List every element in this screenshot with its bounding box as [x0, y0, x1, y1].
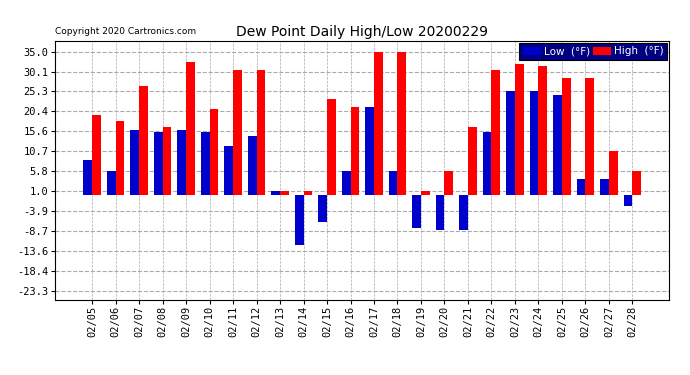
- Bar: [107, 171, 115, 195]
- Bar: [538, 66, 547, 195]
- Bar: [257, 70, 266, 195]
- Bar: [295, 195, 304, 244]
- Bar: [586, 78, 594, 195]
- Bar: [624, 195, 633, 206]
- Bar: [280, 191, 289, 195]
- Bar: [139, 86, 148, 195]
- Bar: [397, 51, 406, 195]
- Bar: [506, 92, 515, 195]
- Bar: [600, 179, 609, 195]
- Bar: [233, 70, 242, 195]
- Bar: [224, 146, 233, 195]
- Bar: [248, 136, 257, 195]
- Bar: [365, 107, 374, 195]
- Bar: [633, 171, 642, 195]
- Bar: [318, 195, 327, 222]
- Bar: [482, 132, 491, 195]
- Bar: [163, 128, 171, 195]
- Bar: [562, 78, 571, 195]
- Bar: [412, 195, 421, 228]
- Bar: [154, 132, 163, 195]
- Bar: [130, 129, 139, 195]
- Bar: [388, 171, 397, 195]
- Bar: [577, 179, 586, 195]
- Bar: [92, 115, 101, 195]
- Bar: [374, 51, 383, 195]
- Bar: [177, 129, 186, 195]
- Bar: [444, 171, 453, 195]
- Bar: [435, 195, 444, 230]
- Bar: [304, 191, 313, 195]
- Bar: [491, 70, 500, 195]
- Bar: [115, 122, 124, 195]
- Bar: [351, 107, 359, 195]
- Bar: [210, 109, 219, 195]
- Bar: [186, 62, 195, 195]
- Bar: [271, 191, 280, 195]
- Bar: [529, 92, 538, 195]
- Bar: [459, 195, 468, 230]
- Bar: [553, 96, 562, 195]
- Bar: [468, 128, 477, 195]
- Bar: [421, 191, 430, 195]
- Bar: [201, 132, 210, 195]
- Text: Copyright 2020 Cartronics.com: Copyright 2020 Cartronics.com: [55, 27, 197, 36]
- Bar: [83, 160, 92, 195]
- Title: Dew Point Daily High/Low 20200229: Dew Point Daily High/Low 20200229: [236, 25, 489, 39]
- Bar: [327, 99, 336, 195]
- Legend: Low  (°F), High  (°F): Low (°F), High (°F): [520, 44, 667, 60]
- Bar: [515, 64, 524, 195]
- Bar: [342, 171, 351, 195]
- Bar: [609, 152, 618, 195]
